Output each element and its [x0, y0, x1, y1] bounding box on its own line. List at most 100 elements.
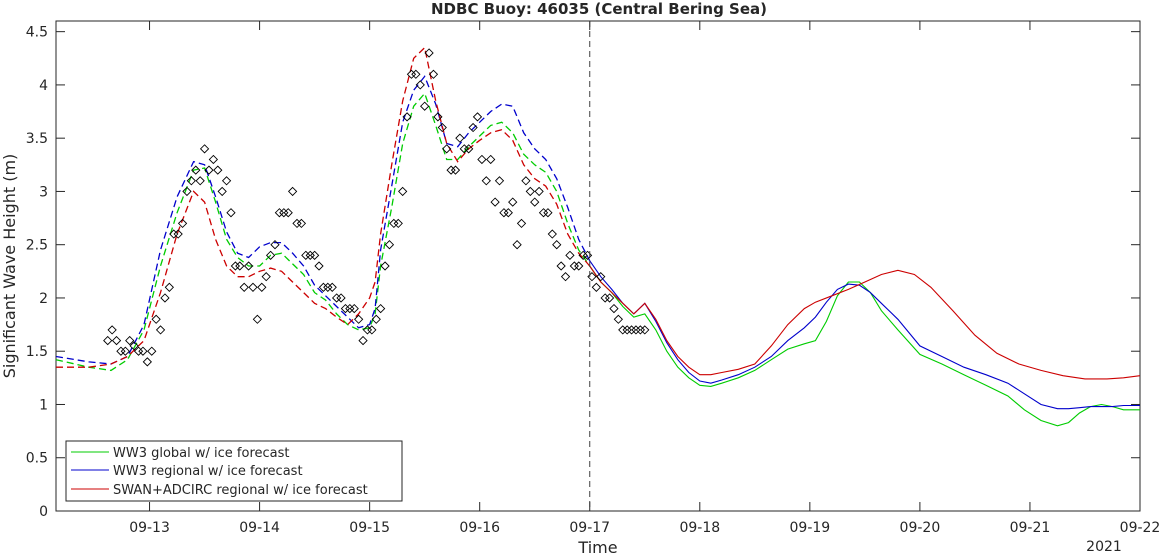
observation-point — [516, 218, 527, 229]
x-tick-label: 09-13 — [129, 520, 170, 536]
observation-point — [578, 250, 588, 260]
y-tick-label: 4.5 — [26, 25, 48, 41]
series-layer — [56, 46, 1140, 427]
observation-point — [129, 341, 139, 351]
swan-adcirc-hindcast-line — [56, 46, 591, 368]
observation-point — [120, 346, 130, 356]
observation-point — [296, 218, 307, 229]
observation-point — [508, 197, 518, 207]
plot-area — [55, 20, 1141, 512]
observation-point — [420, 101, 430, 111]
observation-point — [217, 186, 227, 197]
y-tick-label: 0.5 — [26, 451, 48, 467]
observation-point — [354, 314, 364, 324]
observation-point — [270, 240, 280, 250]
y-axis-label: Significant Wave Height (m) — [0, 154, 19, 379]
y-tick-label: 3 — [39, 184, 48, 200]
observation-point — [367, 325, 377, 335]
observation-point — [618, 325, 628, 335]
observation-point — [155, 325, 166, 335]
observation-point — [521, 176, 531, 186]
axis-ticks: 09-13 09-14 09-15 09-16 09-17 09-18 09-19 09-20… — [26, 21, 1161, 536]
observation-point — [393, 218, 403, 229]
y-tick-label: 3.5 — [26, 131, 48, 147]
observation-point — [235, 261, 245, 271]
year-label: 2021 — [1086, 539, 1122, 555]
observation-point — [345, 303, 355, 314]
observation-point — [323, 282, 333, 292]
observation-point — [472, 112, 483, 122]
observation-point — [376, 303, 386, 314]
observation-point — [569, 261, 579, 271]
observation-point — [221, 176, 232, 186]
observation-point — [411, 69, 421, 79]
observation-point — [186, 176, 196, 186]
observation-point — [477, 154, 487, 165]
y-tick-label: 2 — [39, 291, 48, 307]
observation-point — [204, 165, 214, 175]
observation-point — [279, 208, 289, 218]
x-tick-label: 09-20 — [900, 520, 941, 536]
observation-point — [182, 186, 192, 197]
observation-point — [433, 112, 443, 122]
observation-point — [459, 144, 469, 154]
observation-point — [450, 165, 461, 175]
observation-point — [635, 325, 646, 335]
x-tick-label: 09-21 — [1010, 520, 1051, 536]
observation-point — [243, 261, 254, 271]
x-axis-label: Time — [577, 538, 617, 555]
observation-point — [547, 229, 557, 239]
observation-point — [151, 314, 161, 324]
observation-point — [362, 325, 373, 335]
observation-point — [349, 303, 359, 314]
observation-point — [318, 282, 329, 292]
observation-point — [111, 335, 122, 346]
observation-point — [560, 272, 571, 282]
ww3-regional-forecast-line — [589, 260, 1140, 410]
observation-point — [556, 261, 566, 271]
observation-point — [538, 208, 549, 218]
observation-point — [164, 282, 174, 292]
observation-point — [613, 314, 623, 324]
x-tick-label: 09-22 — [1120, 520, 1161, 536]
observation-point — [340, 303, 351, 314]
observation-point — [424, 48, 434, 58]
observation-point — [177, 218, 188, 229]
observation-point — [437, 122, 447, 133]
observation-point — [287, 186, 298, 197]
observation-point — [428, 69, 439, 79]
observation-point — [195, 176, 205, 186]
x-tick-label: 09-17 — [569, 520, 610, 536]
observation-point — [309, 250, 320, 260]
observation-point — [591, 282, 601, 292]
observation-point — [248, 282, 258, 292]
observation-point — [481, 176, 491, 186]
observation-point — [384, 240, 395, 250]
observation-point — [442, 144, 452, 154]
observation-point — [336, 293, 346, 303]
legend: WW3 global w/ ice forecast WW3 regional … — [65, 440, 403, 502]
observation-point — [327, 282, 337, 292]
observation-point — [116, 346, 126, 356]
x-tick-label: 09-15 — [349, 520, 390, 536]
chart-title: NDBC Buoy: 46035 (Central Bering Sea) — [431, 0, 767, 18]
observation-markers — [103, 48, 650, 367]
observation-point — [371, 314, 381, 324]
observation-point — [265, 250, 276, 260]
observation-point — [160, 293, 170, 303]
swan-adcirc-forecast-line — [589, 265, 1140, 380]
observation-point — [455, 133, 465, 143]
x-tick-label: 09-14 — [239, 520, 280, 536]
ww3-regional-hindcast-line — [56, 75, 591, 365]
observation-point — [406, 69, 417, 79]
observation-point — [213, 165, 223, 175]
legend-label-swan-adcirc: SWAN+ADCIRC regional w/ ice forecast — [113, 483, 368, 498]
observation-point — [530, 197, 540, 207]
observation-point — [173, 229, 183, 239]
observation-point — [107, 325, 117, 335]
observation-point — [640, 325, 650, 335]
observation-point — [499, 208, 509, 218]
observation-point — [512, 240, 522, 250]
observation-point — [446, 165, 456, 175]
